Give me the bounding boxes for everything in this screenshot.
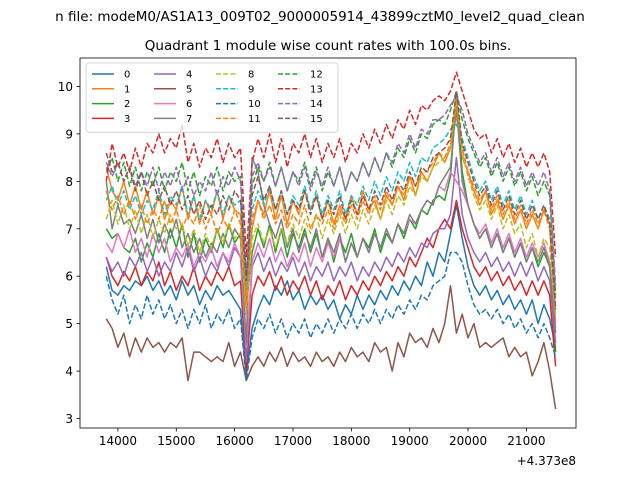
chart-suptitle: n file: modeM0/AS1A13_009T02_9000005914_…: [55, 9, 585, 25]
legend-label: 4: [186, 70, 192, 81]
series-line-12: [105, 90, 557, 296]
y-tick-label: 4: [65, 365, 73, 379]
x-tick-label: 20000: [449, 434, 487, 448]
legend-label: 9: [248, 84, 254, 95]
legend-label: 15: [310, 114, 323, 125]
y-tick-label: 7: [65, 222, 73, 236]
series-line-11: [105, 95, 557, 311]
y-tick-label: 6: [65, 270, 73, 284]
x-tick-label: 17000: [274, 434, 312, 448]
series-line-3: [105, 199, 557, 372]
chart-title: Quadrant 1 module wise count rates with …: [145, 38, 511, 54]
x-tick-label: 21000: [507, 434, 545, 448]
legend-label: 7: [186, 114, 192, 125]
legend-label: 1: [124, 84, 130, 95]
legend-label: 5: [186, 84, 192, 95]
legend-label: 13: [310, 84, 323, 95]
y-tick-label: 3: [65, 412, 73, 426]
legend-label: 6: [186, 99, 192, 110]
x-tick-label: 18000: [332, 434, 370, 448]
x-tick-label: 15000: [157, 434, 195, 448]
y-tick-label: 10: [58, 80, 73, 94]
series-line-6: [105, 171, 557, 349]
legend-label: 2: [124, 99, 130, 110]
y-tick-label: 9: [65, 127, 73, 141]
legend-label: 0: [124, 70, 130, 81]
x-tick-label: 19000: [391, 434, 429, 448]
series-line-5: [105, 284, 557, 410]
series-line-0: [105, 204, 557, 377]
series-line-15: [105, 90, 557, 310]
legend-label: 14: [310, 99, 323, 110]
series-line-8: [105, 99, 557, 315]
series-layer: [105, 71, 557, 410]
x-offset-label: +4.373e8: [517, 454, 576, 468]
x-tick-label: 16000: [216, 434, 254, 448]
legend-label: 12: [310, 70, 323, 81]
legend-label: 3: [124, 114, 130, 125]
axis-layer: 14000 15000 16000 17000 18000 19000 20000 21000…: [58, 80, 546, 448]
y-tick-label: 5: [65, 317, 73, 331]
y-tick-label: 8: [65, 175, 73, 189]
x-tick-label: 14000: [99, 434, 137, 448]
legend-label: 10: [248, 99, 261, 110]
series-line-10: [105, 251, 557, 382]
legend-box: [85, 62, 339, 133]
plot-frame: [79, 57, 577, 429]
series-line-7: [105, 104, 557, 344]
legend-label: 11: [248, 114, 261, 125]
legend-label: 8: [248, 70, 254, 81]
series-line-4: [105, 156, 557, 363]
